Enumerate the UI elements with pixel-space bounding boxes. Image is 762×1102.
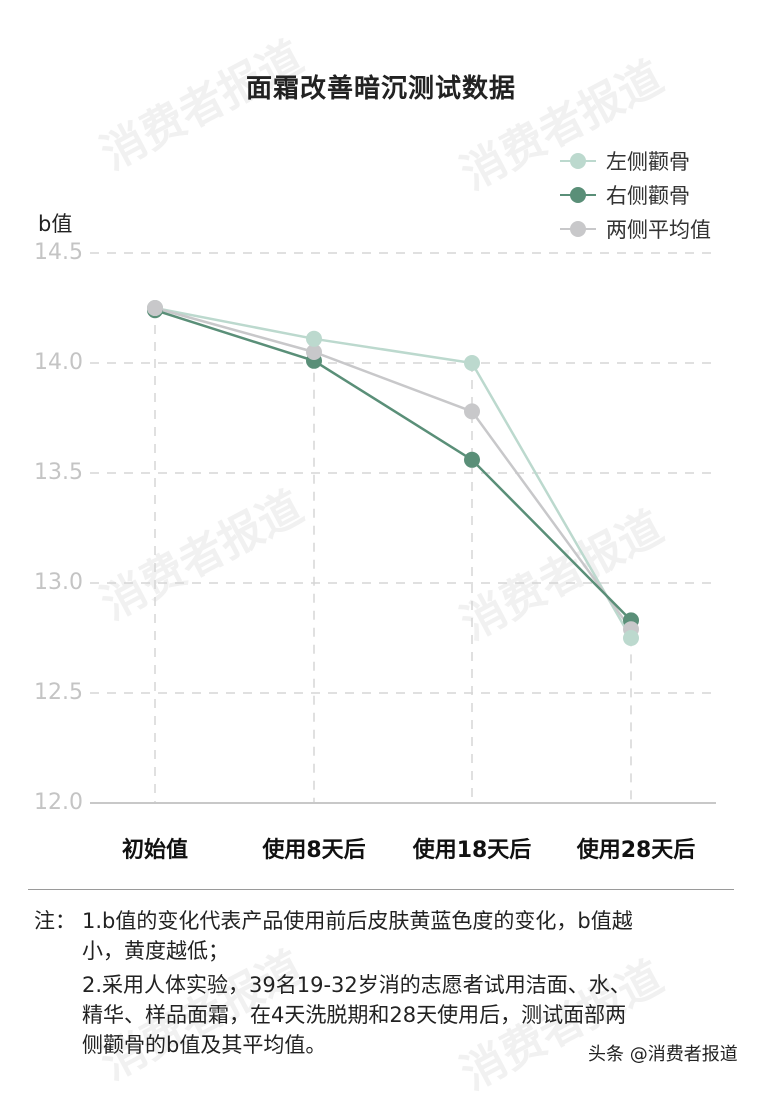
legend-label: 两侧平均值 <box>606 218 711 242</box>
data-point <box>306 344 322 360</box>
y-tick: 14.0 <box>34 350 83 375</box>
legend-item-average: 两侧平均值 <box>558 212 711 246</box>
y-tick: 13.5 <box>34 460 83 485</box>
data-point <box>306 330 322 347</box>
x-tick: 初始值 <box>121 838 188 863</box>
note-line: 2.采用人体实验，39名19-32岁消的志愿者试用洁面、水、 <box>82 973 631 997</box>
note-line: 侧颧骨的b值及其平均值。 <box>82 1033 327 1057</box>
data-point <box>464 451 480 468</box>
y-tick: 14.5 <box>34 240 83 265</box>
series-line <box>154 309 632 622</box>
legend-item-right: 右侧颧骨 <box>558 178 711 212</box>
series-line <box>154 306 633 630</box>
note-prefix: 注： <box>34 909 76 933</box>
legend-marker-icon <box>558 185 598 205</box>
y-tick: 12.0 <box>34 790 83 815</box>
legend-label: 右侧颧骨 <box>606 184 690 208</box>
legend: 左侧颧骨 右侧颧骨 两侧平均值 <box>558 144 711 246</box>
y-axis-label: b值 <box>38 212 73 236</box>
note-line: 1.b值的变化代表产品使用前后皮肤黄蓝色度的变化，b值越 <box>82 909 633 933</box>
chart-plot-area <box>90 252 716 804</box>
data-point <box>464 355 480 371</box>
y-tick: 13.0 <box>34 570 83 595</box>
source-credit: 头条 @消费者报道 <box>588 1044 738 1065</box>
data-point <box>464 403 480 420</box>
legend-item-left: 左侧颧骨 <box>558 144 711 178</box>
series-line <box>154 306 633 639</box>
data-point <box>623 630 639 646</box>
chart-title: 面霜改善暗沉测试数据 <box>245 74 516 104</box>
divider <box>28 889 734 890</box>
note-line: 小，黄度越低； <box>82 939 229 963</box>
data-point <box>147 300 163 316</box>
x-tick: 使用28天后 <box>576 838 696 863</box>
legend-marker-icon <box>558 151 598 171</box>
y-tick: 12.5 <box>34 680 83 705</box>
x-tick: 使用8天后 <box>262 838 366 863</box>
legend-marker-icon <box>558 219 598 239</box>
x-tick: 使用18天后 <box>412 838 532 863</box>
legend-label: 左侧颧骨 <box>606 150 690 174</box>
note-line: 精华、样品面霜，在4天洗脱期和28天使用后，测试面部两 <box>82 1003 627 1027</box>
